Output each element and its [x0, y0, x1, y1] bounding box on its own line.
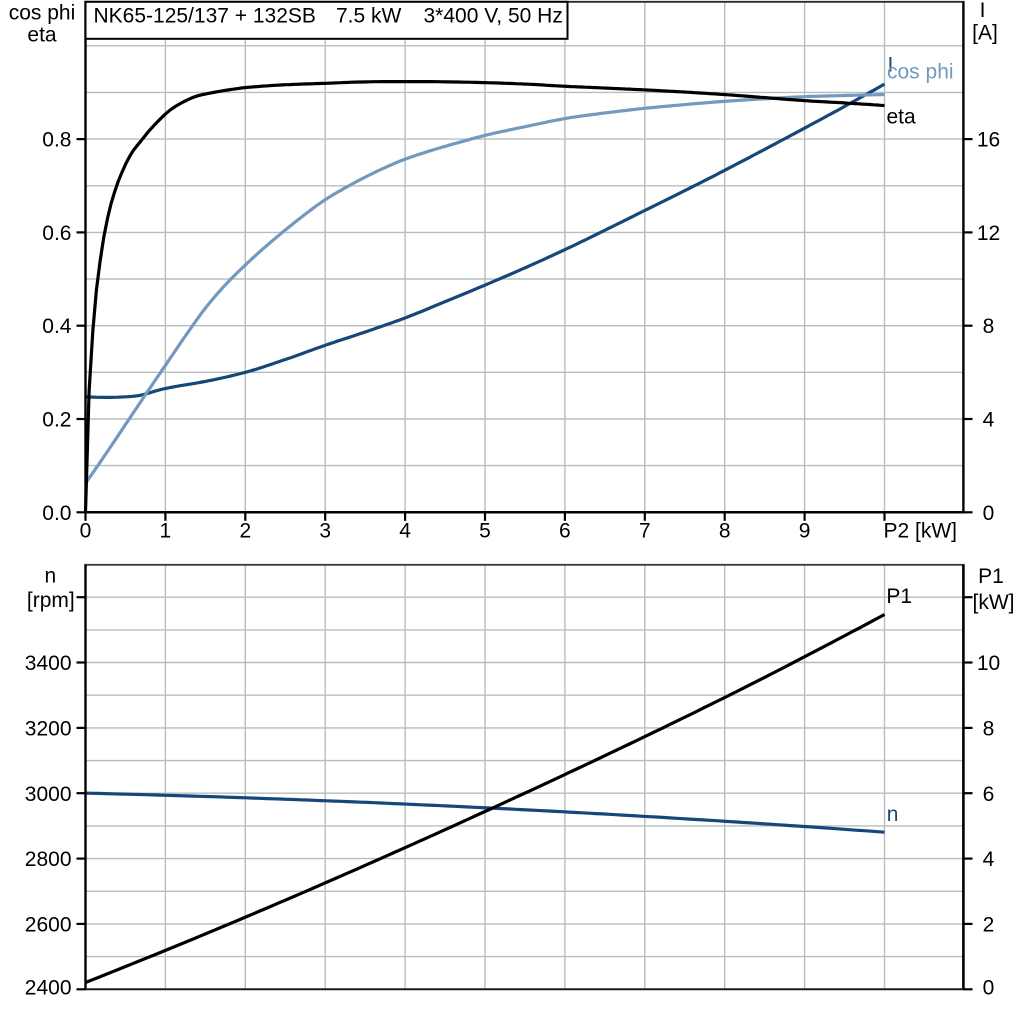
svg-text:[kW]: [kW]: [973, 591, 1015, 614]
svg-text:0.0: 0.0: [42, 502, 71, 525]
svg-text:0.8: 0.8: [42, 129, 71, 152]
svg-text:16: 16: [977, 129, 1000, 152]
svg-text:6: 6: [559, 519, 571, 542]
svg-text:I: I: [888, 53, 894, 76]
svg-text:P1: P1: [886, 585, 912, 608]
svg-text:[rpm]: [rpm]: [27, 589, 75, 612]
svg-text:2800: 2800: [25, 848, 72, 871]
svg-text:[A]: [A]: [972, 22, 998, 45]
svg-text:3000: 3000: [25, 783, 72, 806]
svg-text:8: 8: [719, 519, 731, 542]
svg-text:0.6: 0.6: [42, 222, 71, 245]
svg-text:3*400 V, 50 Hz: 3*400 V, 50 Hz: [424, 4, 563, 27]
svg-text:2600: 2600: [25, 913, 72, 936]
svg-text:n: n: [44, 564, 56, 587]
svg-text:7.5 kW: 7.5 kW: [336, 4, 402, 27]
svg-text:P2 [kW]: P2 [kW]: [883, 519, 957, 542]
svg-text:0.4: 0.4: [42, 315, 72, 338]
svg-text:cos phi: cos phi: [887, 61, 954, 84]
svg-text:4: 4: [399, 519, 411, 542]
svg-text:eta: eta: [887, 106, 917, 129]
svg-text:2: 2: [239, 519, 251, 542]
svg-text:2: 2: [983, 913, 995, 936]
svg-text:8: 8: [983, 717, 995, 740]
svg-text:7: 7: [639, 519, 651, 542]
svg-text:0: 0: [983, 502, 995, 525]
svg-text:P1: P1: [978, 565, 1004, 588]
svg-text:1: 1: [160, 519, 172, 542]
svg-text:NK65-125/137 + 132SB: NK65-125/137 + 132SB: [94, 4, 316, 27]
svg-text:8: 8: [983, 315, 995, 338]
svg-text:9: 9: [799, 519, 811, 542]
svg-text:cos phi: cos phi: [9, 2, 76, 25]
svg-text:3200: 3200: [25, 717, 72, 740]
svg-text:n: n: [887, 803, 899, 826]
svg-text:12: 12: [977, 222, 1000, 245]
svg-text:6: 6: [983, 783, 995, 806]
svg-text:0: 0: [80, 519, 92, 542]
svg-text:4: 4: [983, 409, 995, 432]
svg-text:4: 4: [983, 848, 995, 871]
svg-text:eta: eta: [27, 24, 57, 47]
svg-text:0: 0: [983, 976, 995, 999]
svg-text:0.2: 0.2: [42, 409, 71, 432]
svg-text:I: I: [980, 0, 986, 22]
svg-text:2400: 2400: [25, 976, 72, 999]
svg-text:5: 5: [479, 519, 491, 542]
svg-text:3400: 3400: [25, 652, 72, 675]
svg-text:3: 3: [319, 519, 331, 542]
svg-text:10: 10: [977, 652, 1000, 675]
